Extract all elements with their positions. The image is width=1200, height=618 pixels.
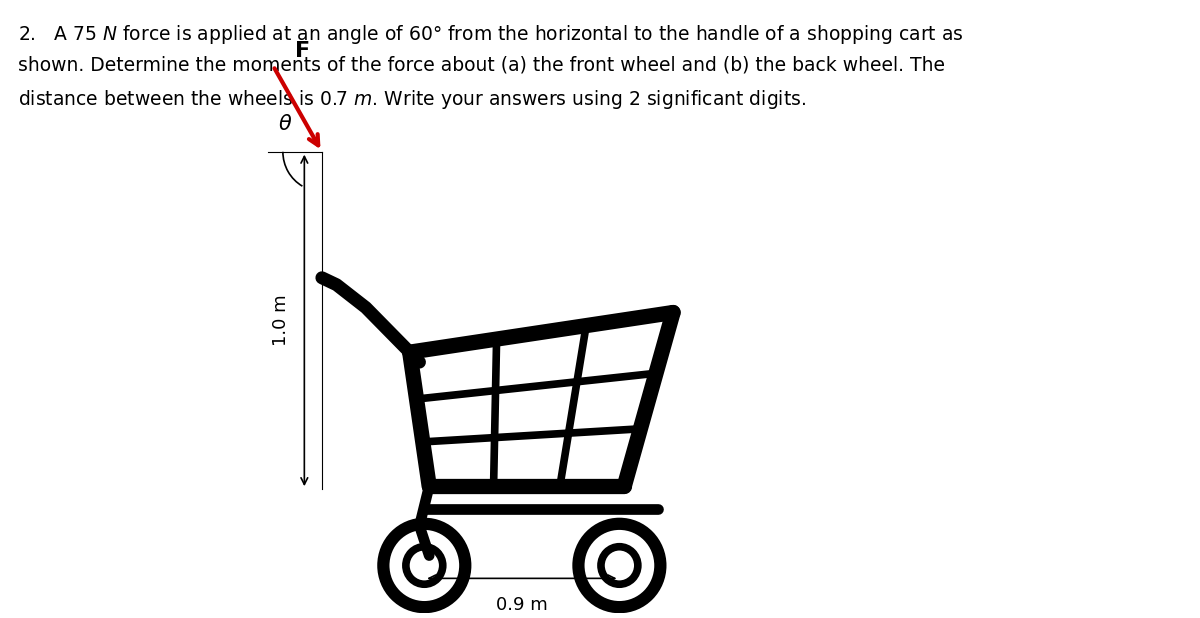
- Text: F: F: [294, 41, 310, 61]
- Text: 2.   A 75 $N$ force is applied at an angle of 60° from the horizontal to the han: 2. A 75 $N$ force is applied at an angle…: [18, 23, 964, 46]
- Text: shown. Determine the moments of the force about (a) the front wheel and (b) the : shown. Determine the moments of the forc…: [18, 56, 944, 75]
- Text: 0.9 m: 0.9 m: [496, 596, 547, 614]
- Text: 1.0 m: 1.0 m: [272, 295, 290, 346]
- Text: $\theta$: $\theta$: [277, 114, 292, 134]
- Text: distance between the wheels is 0.7 $m$. Write your answers using 2 significant d: distance between the wheels is 0.7 $m$. …: [18, 88, 805, 111]
